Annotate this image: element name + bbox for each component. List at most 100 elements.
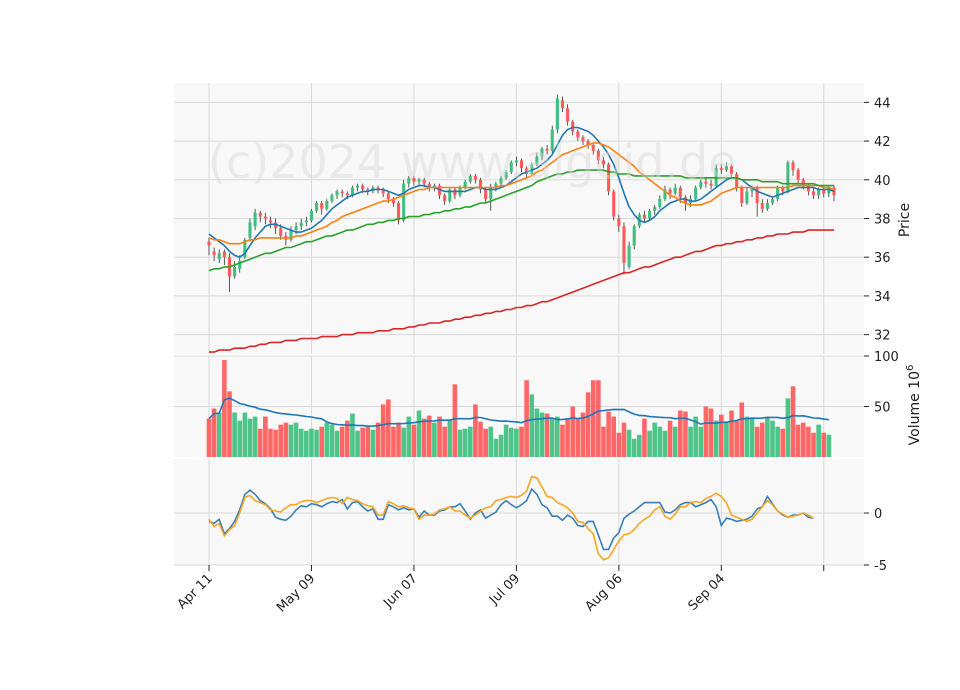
volume-bar — [770, 420, 775, 457]
candle-body — [796, 170, 800, 180]
candle — [653, 204, 657, 215]
candle-body — [499, 177, 503, 184]
candle-body — [607, 164, 611, 192]
candle — [596, 148, 600, 165]
candle-body — [238, 261, 242, 269]
moving-average-line-3 — [208, 169, 834, 272]
candle-body — [535, 156, 539, 165]
candle-body — [294, 226, 298, 231]
oscillator-tick-label: 0 — [874, 507, 882, 522]
candle-body — [417, 179, 421, 182]
candle-body — [811, 191, 816, 196]
candle — [607, 162, 611, 196]
candle-body — [443, 195, 447, 202]
candle — [627, 241, 631, 269]
volume-bar — [811, 432, 816, 457]
candle-body — [673, 187, 677, 194]
candle-body — [612, 191, 616, 217]
volume-bar — [560, 424, 565, 457]
volume-bar — [816, 424, 821, 457]
volume-bar — [642, 418, 647, 457]
x-tick-label: Jul 09 — [486, 571, 523, 608]
x-tick-label: Sep 04 — [686, 571, 729, 614]
candle-body — [658, 199, 662, 207]
volume-bar — [406, 416, 412, 457]
candle — [704, 177, 708, 188]
volume-bar — [503, 424, 509, 457]
volume-bar — [375, 422, 381, 457]
candle-body — [468, 175, 472, 182]
candle-body — [437, 185, 442, 196]
price-tick-label: 44 — [874, 96, 891, 111]
volume-bar — [452, 384, 458, 457]
candle-body — [427, 183, 431, 188]
volume-bar — [508, 427, 514, 457]
price-tick-label: 42 — [874, 135, 891, 150]
candle-body — [730, 166, 734, 174]
candle-body — [781, 187, 785, 192]
candle — [258, 210, 262, 223]
candle-body — [622, 226, 626, 264]
candle — [796, 168, 800, 184]
x-tick-label: Jun 07 — [380, 571, 420, 611]
volume-bar — [631, 438, 637, 457]
volume-bar — [621, 422, 627, 457]
volume-bar — [232, 412, 237, 457]
candle — [448, 187, 452, 204]
candle-body — [212, 251, 216, 256]
volume-bar — [795, 424, 801, 457]
volume-bar — [283, 422, 289, 457]
volume-bar — [626, 429, 632, 457]
candle — [745, 187, 749, 205]
candle — [407, 175, 411, 188]
volume-bar — [785, 398, 791, 457]
volume-bar — [683, 411, 688, 457]
candle — [499, 175, 503, 186]
candle-body — [340, 191, 344, 194]
moving-average-line-4 — [209, 229, 834, 353]
candle-body — [402, 183, 406, 221]
volume-bar — [288, 424, 294, 457]
candle — [222, 249, 226, 265]
candle — [740, 185, 744, 207]
candle — [212, 247, 216, 262]
candle — [668, 187, 672, 200]
volume-average-line — [208, 397, 829, 427]
candle-body — [786, 162, 790, 192]
candle-body — [361, 185, 365, 190]
candle — [601, 156, 606, 169]
candle — [356, 183, 360, 192]
candle — [514, 156, 518, 167]
candle-body — [596, 150, 600, 161]
volume-bar — [211, 408, 217, 457]
volume-bar — [708, 408, 714, 457]
candle — [320, 201, 324, 215]
volume-bar — [688, 426, 693, 457]
candle — [453, 187, 457, 200]
volume-bar — [467, 426, 473, 457]
candle — [397, 201, 401, 225]
candle — [760, 199, 764, 213]
candle-body — [750, 187, 754, 192]
candle — [576, 129, 580, 142]
candle-body — [714, 168, 718, 186]
candle — [330, 193, 334, 204]
candle-body — [222, 251, 226, 258]
volume-bar — [473, 404, 478, 457]
volume-bar — [355, 430, 360, 457]
candle — [315, 201, 319, 213]
candle-body — [791, 162, 795, 171]
volume-bar — [800, 422, 806, 457]
candle — [724, 162, 728, 173]
volume-bar — [396, 422, 401, 457]
candle — [591, 143, 595, 155]
candle-body — [381, 189, 385, 194]
volume-bar — [411, 424, 417, 457]
candle — [811, 187, 816, 200]
candle — [530, 162, 534, 176]
volume-bar — [339, 426, 345, 457]
volume-bar — [514, 428, 519, 457]
candle-body — [356, 185, 360, 188]
candle-body — [432, 185, 436, 188]
candle — [540, 146, 544, 161]
